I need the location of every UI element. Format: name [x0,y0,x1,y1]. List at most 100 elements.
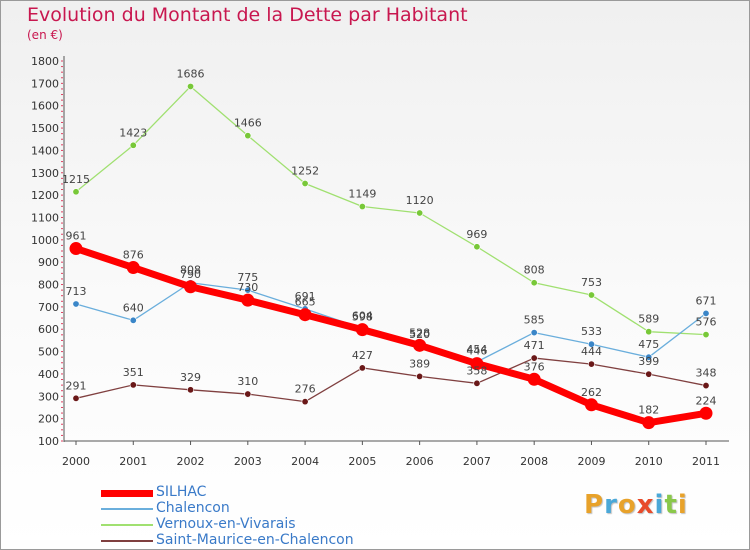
data-point [416,209,424,217]
data-label: 224 [696,394,717,407]
data-label: 475 [638,338,659,351]
y-tick-label: 1100 [31,211,59,224]
logo-letter: P [584,490,605,520]
y-tick-label: 500 [38,346,59,359]
data-label: 1149 [348,188,376,201]
data-label: 713 [66,285,87,298]
y-tick-label: 200 [38,413,59,426]
data-label: 1120 [406,194,434,207]
data-label: 808 [180,264,201,277]
data-label: 753 [581,276,602,289]
y-tick-label: 100 [38,435,59,448]
data-point [358,364,366,372]
data-label: 329 [180,371,201,384]
y-tick-label: 1000 [31,234,59,247]
data-label: 533 [581,325,602,338]
data-label: 454 [466,343,487,356]
x-tick-label: 2002 [177,455,205,468]
y-tick-label: 800 [38,279,59,292]
data-label: 528 [409,326,430,339]
data-point [587,291,595,299]
data-label: 1252 [291,164,319,177]
data-point [301,398,309,406]
data-point [187,386,195,394]
data-point [587,340,595,348]
y-tick-label: 1400 [31,144,59,157]
data-point [587,360,595,368]
data-point [699,406,713,420]
x-tick-label: 2011 [692,455,720,468]
data-label: 604 [352,309,373,322]
legend-label: Chalencon [156,500,230,516]
data-point [355,323,369,337]
data-label: 1215 [62,173,90,186]
data-label: 730 [237,281,258,294]
y-tick-label: 1500 [31,122,59,135]
legend-label: Saint-Maurice-en-Chalencon [156,532,354,548]
y-tick-label: 300 [38,390,59,403]
data-point [642,416,656,430]
x-tick-label: 2001 [119,455,147,468]
x-tick-label: 2007 [463,455,491,468]
data-point [358,203,366,211]
logo-letter: t [664,490,678,520]
series-line-2 [75,85,707,336]
series-line-3 [75,357,707,403]
data-label: 291 [66,379,87,392]
legend-label: SILHAC [156,484,207,500]
data-label: 961 [66,230,87,243]
data-point [416,372,424,380]
y-tick-label: 1300 [31,167,59,180]
logo-letter: x [636,490,655,520]
data-label: 671 [696,294,717,307]
series-line-0 [74,245,707,427]
data-label: 790 [180,268,201,281]
logo-letter: o [617,490,637,520]
data-label: 351 [123,366,144,379]
data-point [473,243,481,251]
data-label: 182 [638,404,659,417]
data-point [129,316,137,324]
data-label: 691 [295,290,316,303]
legend-swatch [101,489,153,497]
data-label: 358 [466,364,487,377]
y-tick-label: 700 [38,301,59,314]
x-tick-label: 2009 [577,455,605,468]
legend-swatch [101,540,153,542]
data-point [187,82,195,90]
data-point [184,280,198,294]
data-point [72,394,80,402]
data-label: 262 [581,386,602,399]
y-tick-label: 1200 [31,189,59,202]
data-label: 775 [237,271,258,284]
y-tick-label: 400 [38,368,59,381]
data-point [72,188,80,196]
y-tick-label: 1800 [31,55,59,68]
legend-swatch [101,524,153,526]
data-point [645,353,653,361]
data-label: 585 [524,314,545,327]
data-label: 444 [581,345,602,358]
data-point [702,309,710,317]
data-point [530,354,538,362]
data-point [129,381,137,389]
x-tick-label: 2000 [62,455,90,468]
data-point [470,357,484,371]
data-label: 1686 [177,67,205,80]
x-tick-label: 2010 [635,455,663,468]
data-point [473,379,481,387]
x-tick-label: 2005 [348,455,376,468]
data-label: 520 [409,328,430,341]
y-tick-label: 600 [38,323,59,336]
data-point [126,261,140,275]
data-point [298,308,312,322]
data-label: 598 [352,311,373,324]
data-label: 389 [409,357,430,370]
logo-letter: r [604,490,618,520]
data-point [702,382,710,390]
data-point [241,293,255,307]
data-point [530,279,538,287]
data-label: 1423 [119,126,147,139]
